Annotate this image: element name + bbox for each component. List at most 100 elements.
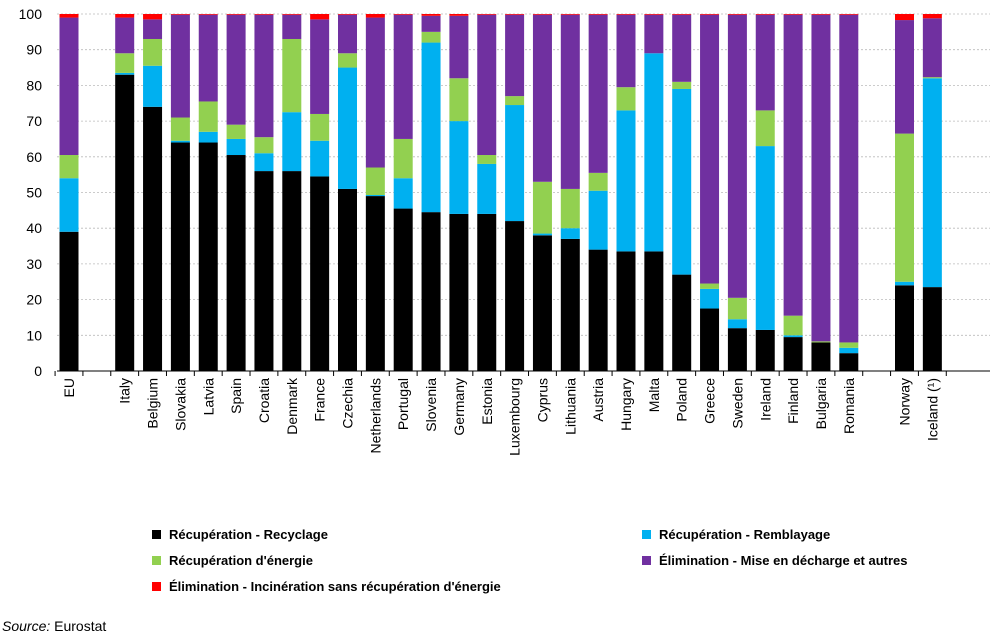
bar-segment <box>811 341 831 343</box>
legend-item-decharge: Élimination - Mise en décharge et autres <box>642 553 908 568</box>
bar-segment <box>254 14 274 138</box>
bar-segment <box>365 14 385 18</box>
bar-segment <box>143 14 163 20</box>
bar-segment <box>338 53 357 68</box>
x-tick-label: Estonia <box>479 378 495 425</box>
source-value: Eurostat <box>50 618 107 634</box>
x-tick-label: EU <box>61 378 77 397</box>
bar-segment <box>254 137 274 154</box>
bar-segment <box>727 319 747 329</box>
bar-segment <box>282 14 302 15</box>
bar-segment <box>700 288 720 309</box>
bar-segment <box>532 233 552 236</box>
bar-segment <box>170 14 190 15</box>
bar-segment <box>672 274 692 371</box>
bar-segment <box>755 14 775 15</box>
bar-segment <box>254 171 274 371</box>
bar-segment <box>254 153 274 172</box>
legend-swatch <box>642 530 651 539</box>
bar-segment <box>477 14 497 156</box>
bar-segment <box>282 14 302 39</box>
x-tick-label: Portugal <box>395 378 411 430</box>
bar-segment <box>783 337 803 371</box>
legend-swatch <box>152 530 161 539</box>
bar-segment <box>226 14 246 125</box>
x-tick-label: Greece <box>702 378 718 424</box>
bar-segment <box>198 142 218 371</box>
bar-segment <box>505 221 525 371</box>
bar-segment <box>449 14 469 16</box>
bar-segment <box>700 283 720 289</box>
bar-segment <box>644 14 664 15</box>
y-tick-label: 20 <box>26 292 42 308</box>
bar-segment <box>59 155 79 179</box>
x-tick-label: Austria <box>590 378 606 422</box>
bar-segment <box>477 155 497 164</box>
bar-segment <box>839 342 859 348</box>
bar-segment <box>421 15 441 32</box>
bar-segment <box>170 142 190 371</box>
y-tick-label: 60 <box>26 149 42 165</box>
bar-segment <box>338 14 357 15</box>
bar-segment <box>783 14 803 316</box>
bar-segment <box>560 188 580 229</box>
bar-segment <box>616 110 636 252</box>
bar-segment <box>588 14 608 15</box>
bar-segment <box>616 87 636 111</box>
x-tick-label: Czechia <box>340 378 356 429</box>
y-tick-label: 40 <box>26 220 42 236</box>
source-label: Source: <box>2 618 51 634</box>
bar-segment <box>115 72 135 75</box>
legend-label: Récupération d'énergie <box>169 553 313 568</box>
bar-segment <box>783 335 803 338</box>
bar-segment <box>588 14 608 173</box>
bar-segment <box>421 31 441 43</box>
y-tick-label: 10 <box>26 327 42 343</box>
legend-label: Élimination - Mise en décharge et autres <box>659 553 908 568</box>
bar-segment <box>226 14 246 15</box>
x-tick-label: Latvia <box>200 378 216 416</box>
bar-segment <box>198 101 218 132</box>
bar-segment <box>338 188 357 371</box>
x-tick-label: Bulgaria <box>813 378 829 430</box>
bar-segment <box>727 14 747 298</box>
bar-segment <box>588 190 608 250</box>
bar-segment <box>588 172 608 191</box>
bar-segment <box>393 178 413 209</box>
x-tick-label: Spain <box>228 378 244 414</box>
bar-segment <box>839 347 859 354</box>
bar-segment <box>198 14 218 15</box>
bar-segment <box>115 17 135 54</box>
bar-segment <box>560 14 580 189</box>
bar-segment <box>839 353 859 371</box>
x-tick-label: Ireland <box>757 378 773 421</box>
bar-segment <box>532 181 552 234</box>
bar-segment <box>839 14 859 15</box>
bar-segment <box>198 14 218 102</box>
bar-segment <box>143 106 163 371</box>
bar-segment <box>727 297 747 320</box>
bar-segment <box>143 19 163 39</box>
bar-segment <box>421 212 441 371</box>
bar-segment <box>783 315 803 336</box>
bar-segment <box>922 287 942 371</box>
x-tick-label: Lithuania <box>562 378 578 435</box>
bar-segment <box>338 14 357 54</box>
bar-segment <box>310 140 330 177</box>
x-tick-label: Denmark <box>284 377 300 435</box>
bar-segment <box>755 110 775 147</box>
bar-segment <box>393 138 413 179</box>
y-tick-label: 90 <box>26 42 42 58</box>
legend-label: Récupération - Recyclage <box>169 527 328 542</box>
legend-label: Élimination - Incinération sans récupéra… <box>169 579 501 594</box>
bar-segment <box>449 78 469 122</box>
bar-segment <box>338 67 357 189</box>
bar-segment <box>365 167 385 195</box>
bar-segment <box>393 14 413 15</box>
bar-segment <box>700 14 720 15</box>
bar-segment <box>755 329 775 371</box>
bar-segment <box>783 14 803 15</box>
bar-segment <box>672 14 692 15</box>
bar-segment <box>922 14 942 19</box>
